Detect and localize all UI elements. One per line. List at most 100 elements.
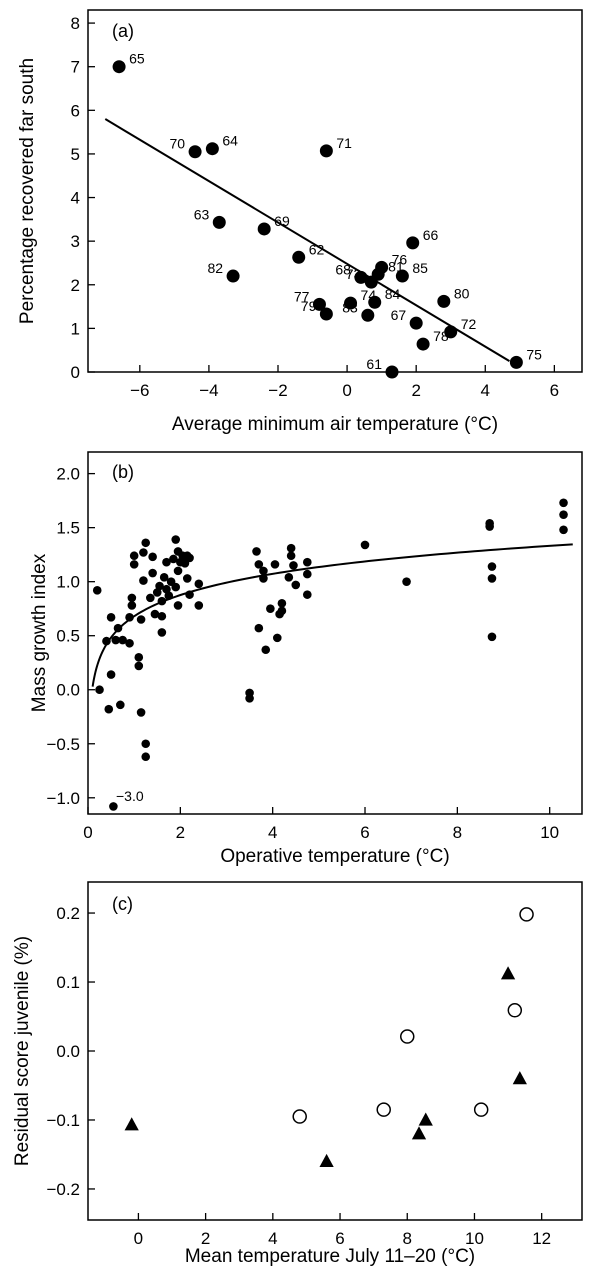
data-point <box>409 316 423 330</box>
point-label: 84 <box>385 286 401 302</box>
y-axis-label: Residual score juvenile (%) <box>12 936 33 1166</box>
data-point <box>125 613 134 622</box>
data-point <box>129 560 139 569</box>
data-point <box>487 562 497 571</box>
data-point <box>185 590 194 599</box>
y-tick-label: 0.0 <box>56 1042 80 1061</box>
data-point <box>277 598 287 608</box>
y-tick-label: 2.0 <box>56 465 80 484</box>
y-tick-label: 8 <box>71 14 80 33</box>
data-point <box>559 525 568 535</box>
outlier-annotation: −3.0 <box>116 788 144 804</box>
data-point <box>146 593 155 603</box>
y-tick-label: 1 <box>71 319 80 338</box>
data-point <box>487 574 497 583</box>
data-point <box>113 623 123 633</box>
data-point <box>444 325 458 339</box>
data-point <box>134 661 144 671</box>
data-point <box>173 601 183 610</box>
data-point <box>254 560 264 569</box>
data-point <box>226 269 240 283</box>
data-point <box>104 704 114 714</box>
data-point <box>188 145 202 159</box>
triangle-point <box>411 1126 427 1140</box>
point-label: 82 <box>208 260 224 276</box>
data-point <box>139 548 148 557</box>
triangle-point <box>418 1112 433 1126</box>
x-axis-label: Mean temperature July 11–20 (°C) <box>185 1246 475 1267</box>
data-point <box>312 297 326 311</box>
x-tick-label: −6 <box>130 381 149 400</box>
data-point <box>270 560 280 569</box>
open-circle-point <box>400 1029 415 1044</box>
y-tick-label: 0.5 <box>56 627 80 646</box>
panel-label: (b) <box>112 462 134 482</box>
data-point <box>171 535 181 544</box>
y-axis-label: Percentage recovered far south <box>17 58 38 324</box>
data-point <box>136 615 146 624</box>
data-point <box>487 632 497 642</box>
point-label: 63 <box>194 206 210 222</box>
triangle-point <box>512 1071 527 1085</box>
x-tick-label: 2 <box>201 1229 210 1248</box>
data-point <box>259 566 268 576</box>
x-tick-label: 8 <box>453 823 462 842</box>
point-label: 77 <box>294 288 310 304</box>
y-tick-label: 1.5 <box>56 519 80 538</box>
y-tick-label: 2 <box>71 276 80 295</box>
data-point <box>205 142 219 156</box>
x-tick-label: 0 <box>134 1229 143 1248</box>
point-label: 73 <box>346 266 362 282</box>
data-point <box>385 365 399 379</box>
data-point <box>485 519 494 528</box>
data-point <box>162 584 171 594</box>
x-tick-label: 2 <box>176 823 185 842</box>
data-point <box>162 557 171 567</box>
data-point <box>194 601 204 610</box>
x-tick-label: 0 <box>83 823 92 842</box>
data-point <box>319 307 333 321</box>
point-label: 68 <box>335 261 351 277</box>
data-points <box>124 907 534 1167</box>
data-point <box>286 543 296 553</box>
point-label: 61 <box>366 356 382 372</box>
y-tick-label: 0.0 <box>56 681 80 700</box>
data-point <box>171 582 181 592</box>
open-circle-point <box>292 1109 307 1124</box>
data-point <box>361 308 375 322</box>
data-point <box>261 645 271 655</box>
data-point <box>169 554 178 564</box>
y-tick-label: 3 <box>71 232 80 251</box>
data-point <box>95 685 104 695</box>
x-tick-label: 6 <box>550 381 559 400</box>
axis-ticks: 0 2 4 6 8 10 12 −0.2 −0.1 0.0 0.1 0.2 <box>46 904 551 1248</box>
data-point <box>212 215 226 229</box>
data-point <box>155 581 164 591</box>
triangle-point <box>319 1153 334 1167</box>
data-point <box>141 538 151 548</box>
panel-b: (b) Operative temperature (°C) Mass grow… <box>29 451 583 867</box>
plot-frame <box>87 451 583 815</box>
y-tick-label: 0.1 <box>56 973 80 992</box>
x-tick-label: −4 <box>199 381 218 400</box>
data-point <box>150 609 160 619</box>
data-point <box>292 250 306 264</box>
data-point <box>106 613 116 622</box>
x-tick-label: 10 <box>540 823 559 842</box>
data-point <box>364 275 378 289</box>
data-point <box>402 577 411 586</box>
data-point <box>319 144 333 158</box>
data-point <box>559 498 568 508</box>
panel-label: (a) <box>112 21 134 41</box>
data-point <box>134 653 144 662</box>
x-tick-label: 4 <box>268 1229 277 1248</box>
y-axis-label: Mass growth index <box>29 553 50 712</box>
data-point <box>157 596 167 606</box>
data-point <box>157 611 167 621</box>
data-point <box>395 269 409 283</box>
x-tick-label: 2 <box>411 381 420 400</box>
point-label: 65 <box>129 51 145 67</box>
point-label: 75 <box>526 346 542 362</box>
plot-frame <box>87 9 583 373</box>
